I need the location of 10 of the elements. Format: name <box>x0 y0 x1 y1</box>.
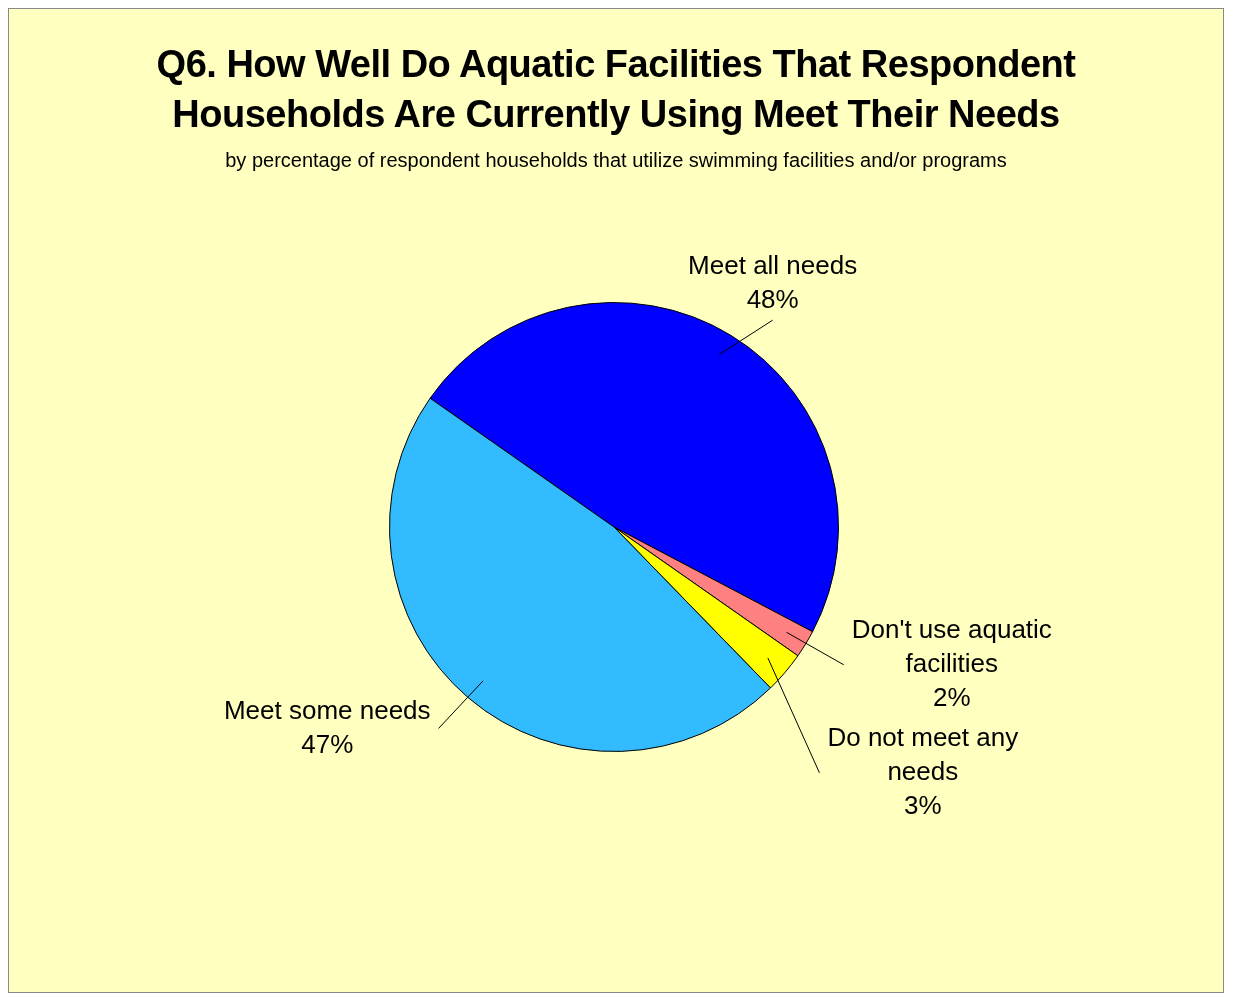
data-label: 2% <box>933 681 971 712</box>
chart-subtitle: by percentage of respondent households that utilize swimming facilities and/or programs <box>224 149 1008 172</box>
data-label: 3% <box>904 789 942 820</box>
slice-label: Meet all needs <box>688 250 858 281</box>
slice-label: Meet some needs <box>223 694 431 725</box>
slice-label: Do not meet any needs <box>827 721 1019 786</box>
data-label: 48% <box>746 284 799 315</box>
chart-title: Q6. How Well Do Aquatic Facilities That Respondent Households Are Currently Using Meet Their Needs <box>155 42 1077 137</box>
slice-label: Don't use aquatic facilities <box>851 613 1052 678</box>
data-label: 47% <box>301 728 354 759</box>
